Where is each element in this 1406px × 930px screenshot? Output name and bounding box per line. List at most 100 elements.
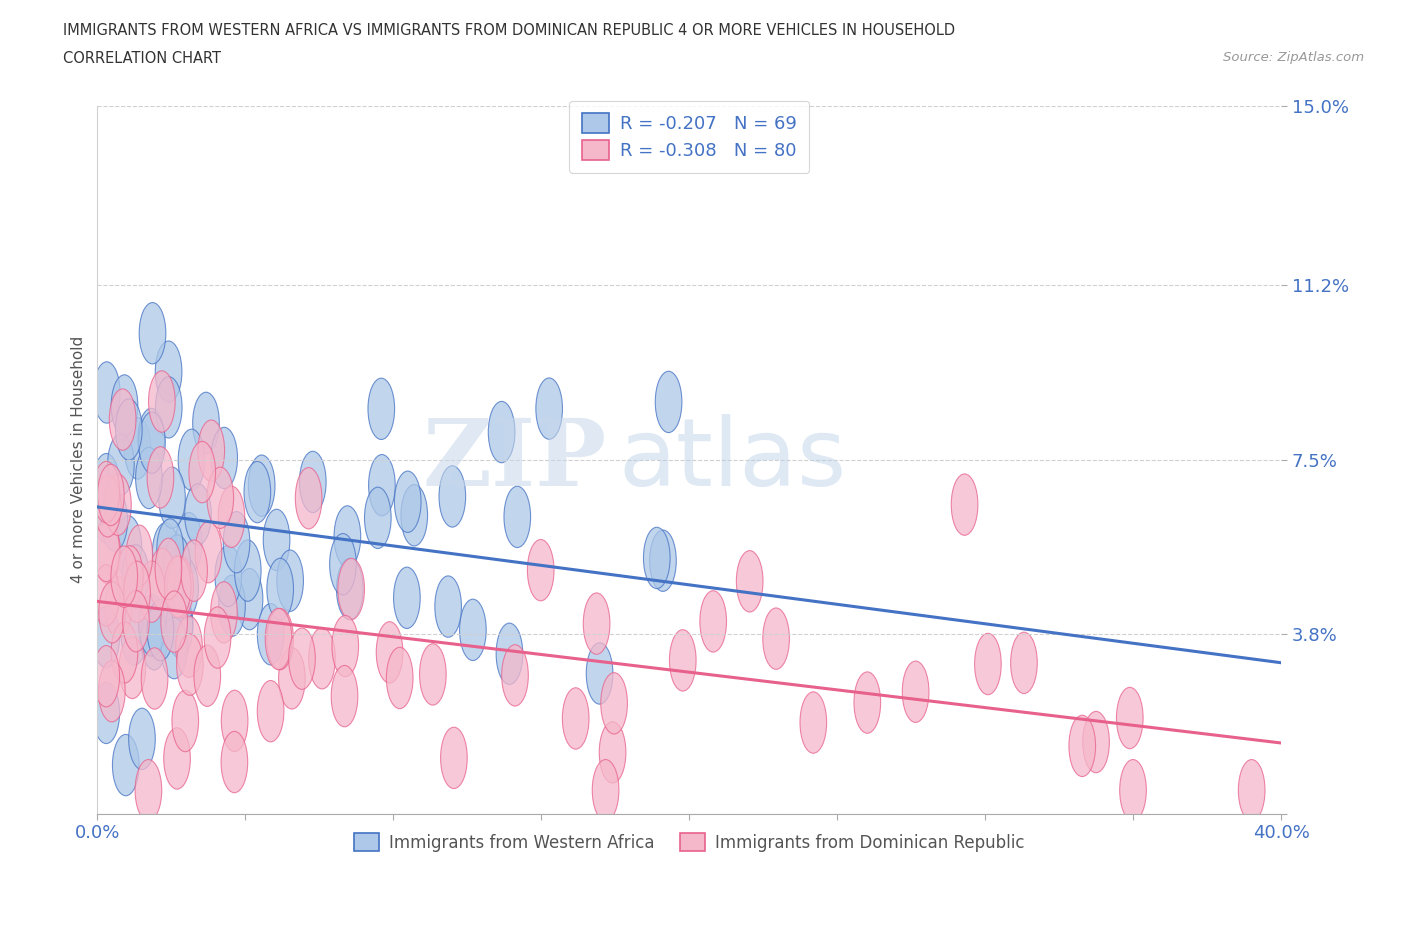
- Ellipse shape: [245, 461, 271, 523]
- Ellipse shape: [460, 599, 486, 660]
- Ellipse shape: [157, 519, 183, 580]
- Ellipse shape: [387, 647, 413, 709]
- Ellipse shape: [952, 474, 979, 536]
- Ellipse shape: [650, 530, 676, 591]
- Ellipse shape: [1069, 715, 1095, 777]
- Ellipse shape: [221, 731, 247, 792]
- Ellipse shape: [129, 708, 155, 769]
- Ellipse shape: [1011, 632, 1038, 694]
- Ellipse shape: [377, 621, 404, 683]
- Ellipse shape: [93, 683, 120, 744]
- Ellipse shape: [120, 637, 146, 698]
- Ellipse shape: [299, 451, 326, 512]
- Ellipse shape: [277, 550, 304, 611]
- Ellipse shape: [1239, 760, 1265, 821]
- Ellipse shape: [141, 608, 167, 670]
- Ellipse shape: [124, 561, 150, 622]
- Ellipse shape: [368, 455, 395, 516]
- Ellipse shape: [368, 379, 395, 440]
- Ellipse shape: [974, 633, 1001, 695]
- Ellipse shape: [215, 545, 242, 606]
- Y-axis label: 4 or more Vehicles in Household: 4 or more Vehicles in Household: [72, 336, 86, 583]
- Ellipse shape: [669, 630, 696, 691]
- Ellipse shape: [488, 402, 515, 463]
- Ellipse shape: [166, 593, 193, 655]
- Ellipse shape: [105, 577, 132, 638]
- Ellipse shape: [139, 412, 166, 473]
- Ellipse shape: [159, 467, 186, 528]
- Ellipse shape: [166, 596, 193, 658]
- Text: atlas: atlas: [619, 414, 846, 506]
- Ellipse shape: [184, 484, 211, 545]
- Text: Source: ZipAtlas.com: Source: ZipAtlas.com: [1223, 51, 1364, 64]
- Ellipse shape: [111, 546, 138, 607]
- Ellipse shape: [439, 466, 465, 527]
- Ellipse shape: [122, 591, 149, 652]
- Ellipse shape: [122, 545, 149, 606]
- Ellipse shape: [600, 672, 627, 734]
- Ellipse shape: [98, 581, 125, 643]
- Ellipse shape: [156, 377, 181, 438]
- Ellipse shape: [853, 671, 880, 733]
- Ellipse shape: [94, 475, 121, 537]
- Ellipse shape: [329, 534, 356, 595]
- Ellipse shape: [108, 434, 134, 496]
- Ellipse shape: [93, 645, 120, 707]
- Ellipse shape: [152, 523, 179, 584]
- Legend: Immigrants from Western Africa, Immigrants from Dominican Republic: Immigrants from Western Africa, Immigran…: [347, 827, 1031, 858]
- Text: IMMIGRANTS FROM WESTERN AFRICA VS IMMIGRANTS FROM DOMINICAN REPUBLIC 4 OR MORE V: IMMIGRANTS FROM WESTERN AFRICA VS IMMIGR…: [63, 23, 956, 38]
- Ellipse shape: [309, 628, 335, 689]
- Ellipse shape: [149, 549, 176, 610]
- Ellipse shape: [176, 512, 202, 574]
- Ellipse shape: [219, 575, 245, 636]
- Ellipse shape: [127, 525, 153, 587]
- Ellipse shape: [141, 648, 167, 710]
- Ellipse shape: [235, 540, 262, 602]
- Ellipse shape: [172, 690, 198, 751]
- Ellipse shape: [165, 556, 191, 618]
- Ellipse shape: [211, 582, 238, 644]
- Ellipse shape: [98, 660, 125, 722]
- Ellipse shape: [496, 623, 523, 684]
- Ellipse shape: [211, 427, 238, 488]
- Ellipse shape: [419, 644, 446, 705]
- Ellipse shape: [155, 341, 181, 403]
- Ellipse shape: [592, 760, 619, 821]
- Ellipse shape: [737, 551, 763, 612]
- Ellipse shape: [163, 728, 190, 789]
- Ellipse shape: [364, 487, 391, 549]
- Ellipse shape: [401, 485, 427, 546]
- Ellipse shape: [434, 576, 461, 637]
- Ellipse shape: [155, 538, 181, 600]
- Ellipse shape: [263, 510, 290, 571]
- Ellipse shape: [93, 565, 120, 626]
- Ellipse shape: [562, 688, 589, 750]
- Ellipse shape: [115, 399, 142, 460]
- Ellipse shape: [117, 546, 143, 607]
- Ellipse shape: [763, 608, 789, 670]
- Ellipse shape: [124, 418, 150, 479]
- Ellipse shape: [278, 647, 305, 709]
- Ellipse shape: [599, 722, 626, 783]
- Ellipse shape: [148, 600, 174, 661]
- Ellipse shape: [193, 392, 219, 454]
- Ellipse shape: [236, 568, 263, 630]
- Ellipse shape: [135, 447, 162, 509]
- Ellipse shape: [336, 558, 363, 619]
- Ellipse shape: [176, 616, 202, 677]
- Ellipse shape: [198, 420, 225, 482]
- Ellipse shape: [93, 454, 120, 515]
- Ellipse shape: [93, 606, 120, 668]
- Ellipse shape: [93, 520, 120, 581]
- Ellipse shape: [160, 618, 187, 679]
- Ellipse shape: [139, 302, 166, 364]
- Ellipse shape: [502, 644, 529, 706]
- Ellipse shape: [167, 556, 194, 618]
- Ellipse shape: [111, 375, 138, 436]
- Ellipse shape: [583, 593, 610, 655]
- Ellipse shape: [257, 604, 284, 665]
- Ellipse shape: [257, 681, 284, 742]
- Ellipse shape: [138, 408, 165, 470]
- Ellipse shape: [172, 557, 198, 618]
- Ellipse shape: [249, 455, 276, 516]
